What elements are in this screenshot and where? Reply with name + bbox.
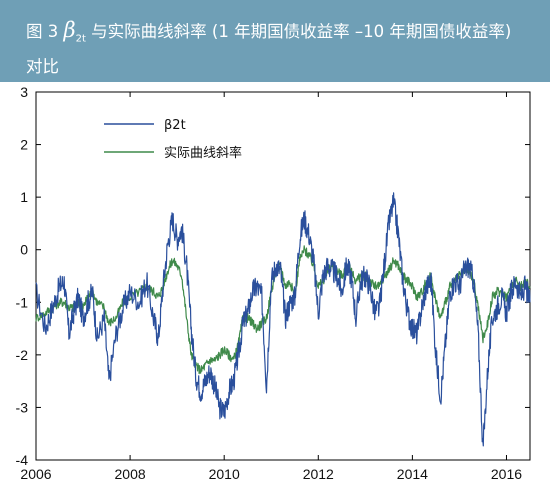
x-tick-label: 2010 (209, 466, 240, 482)
axis-ticks: -4 -3 -2 -1 0 1 2 3 2006 2008 2010 2012 2014 2016 (16, 84, 530, 482)
y-tick-label: -4 (16, 452, 29, 468)
y-tick-label: -3 (16, 399, 29, 415)
figure-number: 图 3 (26, 22, 64, 41)
legend: β2t 实际曲线斜率 (104, 118, 242, 161)
y-tick-label: 3 (20, 84, 28, 100)
y-tick-label: 1 (20, 189, 28, 205)
y-tick-label: 0 (20, 242, 28, 258)
beta-subscript: 2t (75, 33, 86, 45)
x-tick-label: 2008 (115, 466, 146, 482)
x-tick-label: 2014 (397, 466, 428, 482)
legend-label-actual-slope: 实际曲线斜率 (164, 145, 242, 161)
line-chart: -4 -3 -2 -1 0 1 2 3 2006 2008 2010 2012 2014 2016 β2t… (16, 84, 531, 482)
series-line-beta2t (35, 192, 531, 447)
y-tick-label: 2 (20, 137, 28, 153)
y-tick-label: -2 (16, 347, 29, 363)
figure-title: 图 3 β2t 与实际曲线斜率 (1 年期国债收益率 –10 年期国债收益率) … (26, 16, 532, 81)
beta-symbol: β (63, 18, 76, 42)
title-text: 与实际曲线斜率 (1 年期国债收益率 –10 年期国债收益率) (85, 22, 512, 41)
x-tick-label: 2012 (303, 466, 334, 482)
figure-header: 图 3 β2t 与实际曲线斜率 (1 年期国债收益率 –10 年期国债收益率) … (0, 0, 550, 82)
x-tick-label: 2016 (491, 466, 522, 482)
legend-label-beta2t: β2t (164, 118, 186, 133)
y-tick-label: -1 (16, 294, 29, 310)
x-tick-label: 2006 (20, 466, 51, 482)
title-line-2: 对比 (26, 57, 59, 77)
series-layer (35, 192, 531, 447)
